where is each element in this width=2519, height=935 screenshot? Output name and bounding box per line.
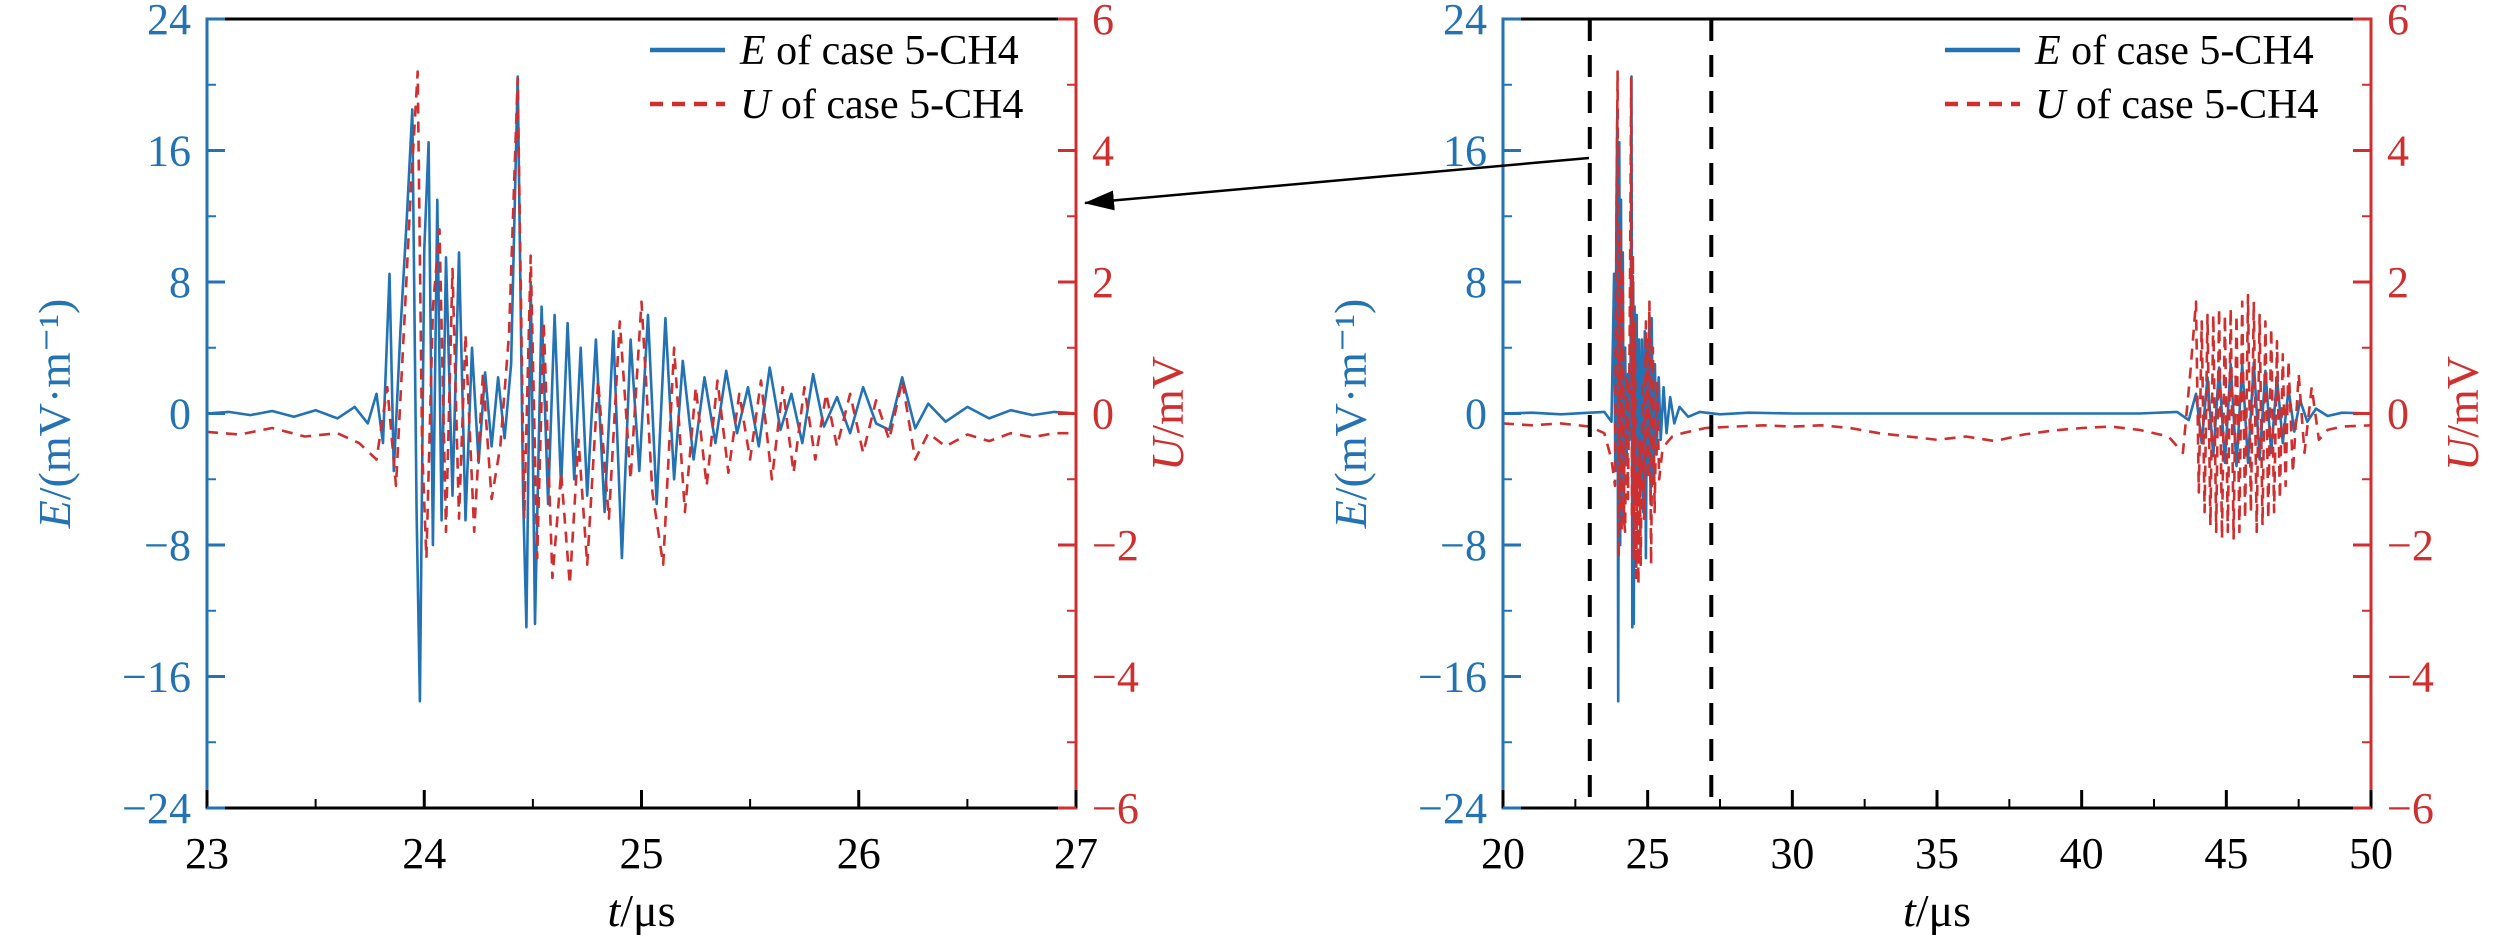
zoom-view-yleft-tick-16: 16 — [147, 127, 191, 176]
full-view-yright-tick--4: −4 — [2387, 653, 2434, 702]
full-view-x-axis-title: t/μs — [1903, 885, 1971, 935]
full-view-legend-label-u: U of case 5-CH4 — [2035, 82, 2318, 128]
full-view-yleft-tick--24: −24 — [1418, 784, 1487, 833]
zoom-view-yright-tick-2: 2 — [1092, 258, 1114, 307]
full-view-series-E — [1502, 75, 2372, 703]
zoom-view-yleft-tick-0: 0 — [169, 390, 191, 439]
full-view-y-left-axis-title: E/(mV·m⁻¹) — [1325, 299, 1376, 530]
zoom-view-yright-tick--6: −6 — [1092, 784, 1139, 833]
full-view-yright-tick-6: 6 — [2387, 0, 2409, 44]
full-view-x-tick-45: 45 — [2204, 829, 2248, 878]
zoom-view-legend: E of case 5-CH4 U of case 5-CH4 — [650, 28, 1023, 128]
full-view-series-group — [1502, 70, 2372, 703]
zoom-view-yright-tick-4: 4 — [1092, 127, 1114, 176]
full-view-x-tick-35: 35 — [1915, 829, 1959, 878]
zoom-view-series-group — [206, 70, 1077, 703]
zoom-view-yright-tick--2: −2 — [1092, 521, 1139, 570]
full-view-yleft-tick-8: 8 — [1465, 258, 1487, 307]
full-view-yright-tick-2: 2 — [2387, 258, 2409, 307]
zoom-view-yright-tick-6: 6 — [1092, 0, 1114, 44]
full-view-x-tick-20: 20 — [1481, 829, 1525, 878]
zoom-view-x-tick-24: 24 — [402, 829, 446, 878]
zoom-view-x-tick-25: 25 — [620, 829, 664, 878]
zoom-view-x-tick-27: 27 — [1054, 829, 1098, 878]
full-view-x-tick-50: 50 — [2349, 829, 2393, 878]
full-view-yleft-tick-0: 0 — [1465, 390, 1487, 439]
zoom-view-legend-label-e: E of case 5-CH4 — [739, 28, 1019, 74]
full-view-series-U — [1502, 70, 2372, 586]
zoom-view-legend-label-u: U of case 5-CH4 — [740, 82, 1023, 128]
full-view-x-tick-25: 25 — [1626, 829, 1670, 878]
full-view-legend: E of case 5-CH4 U of case 5-CH4 — [1945, 28, 2318, 128]
full-view-x-tick-30: 30 — [1770, 829, 1814, 878]
zoom-view-series-U — [206, 70, 1076, 586]
zoom-view-yleft-tick--24: −24 — [122, 784, 191, 833]
full-view-x-tick-40: 40 — [2060, 829, 2104, 878]
zoom-view-x-axis-title: t/μs — [607, 885, 675, 935]
zoom-view-x-tick-26: 26 — [837, 829, 881, 878]
full-view-chart: 20 25 30 35 40 45 50−24−16−8081624−6−4−20246t/… — [1325, 0, 2488, 935]
zoom-view-chart: 23 24 25 26 27−24−16−8081624−6−4−20246t/μsE/… — [29, 0, 1193, 935]
full-view-legend-label-e: E of case 5-CH4 — [2034, 28, 2314, 74]
full-view-yleft-tick-24: 24 — [1443, 0, 1487, 44]
zoom-view-yleft-tick-24: 24 — [147, 0, 191, 44]
full-view-yright-tick-0: 0 — [2387, 390, 2409, 439]
full-view-yright-tick-4: 4 — [2387, 127, 2409, 176]
zoom-view-yright-tick-0: 0 — [1092, 390, 1114, 439]
zoom-view-series-E — [206, 75, 1077, 703]
full-view-y-right-axis-title: U/mV — [2437, 356, 2488, 471]
zoom-annotation-arrow — [1084, 156, 1590, 211]
full-view-yleft-tick--16: −16 — [1418, 653, 1487, 702]
zoom-view-yleft-tick--8: −8 — [144, 521, 191, 570]
zoom-view-yleft-tick-8: 8 — [169, 258, 191, 307]
zoom-view-y-right-axis-title: U/mV — [1142, 356, 1193, 471]
zoom-view-yright-tick--4: −4 — [1092, 653, 1139, 702]
full-view-yright-tick--2: −2 — [2387, 521, 2434, 570]
zoom-view-yleft-tick--16: −16 — [122, 653, 191, 702]
full-view-yright-tick--6: −6 — [2387, 784, 2434, 833]
zoom-view-x-tick-23: 23 — [185, 829, 229, 878]
zoom-view-y-left-axis-title: E/(mV·m⁻¹) — [29, 299, 80, 530]
full-view-yleft-tick--8: −8 — [1440, 521, 1487, 570]
